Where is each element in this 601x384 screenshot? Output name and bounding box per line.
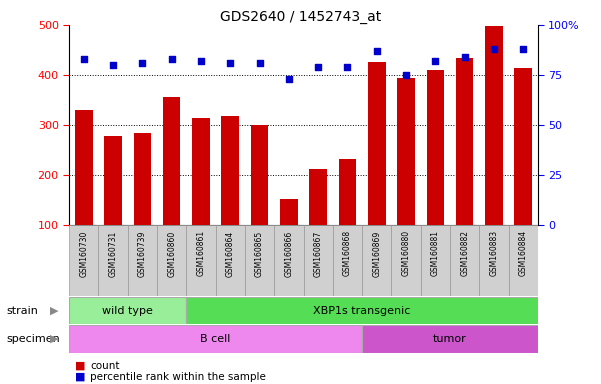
Point xyxy=(79,56,88,62)
Text: GSM160731: GSM160731 xyxy=(109,230,118,276)
Bar xyxy=(133,133,151,225)
Bar xyxy=(128,225,157,296)
Point xyxy=(372,48,382,54)
Bar xyxy=(480,225,508,296)
Bar xyxy=(245,225,274,296)
Text: ▶: ▶ xyxy=(50,334,58,344)
Point xyxy=(489,46,499,52)
Text: GSM160867: GSM160867 xyxy=(314,230,323,276)
Bar xyxy=(274,225,304,296)
Bar xyxy=(456,58,474,225)
Text: GSM160861: GSM160861 xyxy=(197,230,206,276)
Point xyxy=(284,76,294,82)
Text: GSM160864: GSM160864 xyxy=(226,230,235,276)
Text: specimen: specimen xyxy=(6,334,59,344)
Text: GSM160880: GSM160880 xyxy=(401,230,410,276)
Text: GSM160882: GSM160882 xyxy=(460,230,469,276)
Text: GSM160884: GSM160884 xyxy=(519,230,528,276)
Text: ■: ■ xyxy=(75,361,85,371)
Bar xyxy=(186,297,538,324)
Text: B cell: B cell xyxy=(200,334,231,344)
Point xyxy=(460,54,469,60)
Bar xyxy=(163,98,180,225)
Bar xyxy=(221,116,239,225)
Point xyxy=(196,58,206,64)
Bar xyxy=(514,68,532,225)
Bar xyxy=(69,325,362,353)
Point xyxy=(255,60,264,66)
Bar xyxy=(280,199,297,225)
Text: GDS2640 / 1452743_at: GDS2640 / 1452743_at xyxy=(220,10,381,23)
Text: count: count xyxy=(90,361,120,371)
Text: XBP1s transgenic: XBP1s transgenic xyxy=(313,306,411,316)
Text: GSM160739: GSM160739 xyxy=(138,230,147,277)
Bar xyxy=(427,70,444,225)
Bar xyxy=(304,225,333,296)
Text: strain: strain xyxy=(6,306,38,316)
Bar xyxy=(310,169,327,225)
Bar xyxy=(450,225,480,296)
Text: GSM160883: GSM160883 xyxy=(489,230,498,276)
Bar xyxy=(339,159,356,225)
Bar xyxy=(421,225,450,296)
Bar xyxy=(69,297,186,324)
Bar xyxy=(75,110,93,225)
Point xyxy=(225,60,235,66)
Point xyxy=(313,64,323,70)
Bar xyxy=(508,225,538,296)
Bar xyxy=(362,225,391,296)
Text: ▶: ▶ xyxy=(50,306,58,316)
Bar xyxy=(485,26,502,225)
Text: GSM160868: GSM160868 xyxy=(343,230,352,276)
Bar xyxy=(186,225,216,296)
Text: GSM160866: GSM160866 xyxy=(284,230,293,276)
Text: tumor: tumor xyxy=(433,334,467,344)
Bar xyxy=(391,225,421,296)
Bar xyxy=(105,136,122,225)
Bar xyxy=(99,225,127,296)
Point xyxy=(167,56,177,62)
Bar xyxy=(216,225,245,296)
Text: GSM160860: GSM160860 xyxy=(167,230,176,276)
Point xyxy=(343,64,352,70)
Text: GSM160730: GSM160730 xyxy=(79,230,88,277)
Bar xyxy=(192,118,210,225)
Point xyxy=(108,62,118,68)
Text: GSM160881: GSM160881 xyxy=(431,230,440,276)
Text: GSM160869: GSM160869 xyxy=(372,230,381,276)
Text: wild type: wild type xyxy=(102,306,153,316)
Text: percentile rank within the sample: percentile rank within the sample xyxy=(90,372,266,382)
Text: ■: ■ xyxy=(75,372,85,382)
Bar xyxy=(333,225,362,296)
Point xyxy=(401,72,411,78)
Bar xyxy=(362,325,538,353)
Bar xyxy=(251,125,268,225)
Text: GSM160865: GSM160865 xyxy=(255,230,264,276)
Bar xyxy=(157,225,186,296)
Point xyxy=(430,58,440,64)
Point xyxy=(138,60,147,66)
Point xyxy=(519,46,528,52)
Bar xyxy=(69,225,99,296)
Bar xyxy=(397,78,415,225)
Bar xyxy=(368,62,385,225)
